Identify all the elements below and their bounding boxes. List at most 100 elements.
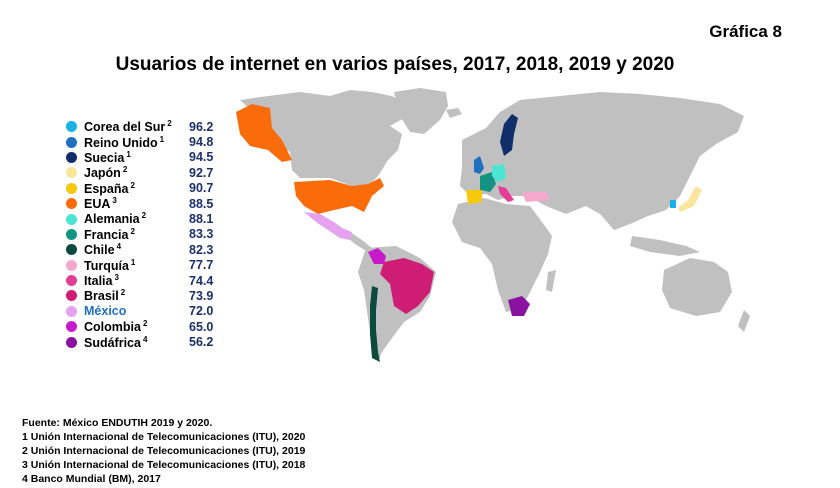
country-brazil — [380, 258, 434, 314]
source-note-line: 1 Unión Internacional de Telecomunicacio… — [22, 431, 306, 443]
country-chile — [370, 286, 380, 362]
legend-note-marker: 1 — [126, 149, 131, 159]
land-greenland — [394, 88, 448, 134]
legend-note-marker: 2 — [130, 180, 135, 190]
legend-note-marker: 2 — [142, 319, 148, 329]
base-land — [240, 88, 750, 362]
country-south-korea — [670, 200, 676, 208]
legend-row: Alemania 2 88.1 — [66, 211, 214, 227]
legend-value: 83.3 — [189, 227, 214, 242]
legend-note-marker: 4 — [142, 334, 148, 344]
highlighted-countries — [236, 104, 702, 362]
legend-note-marker: 2 — [120, 288, 126, 298]
country-france — [480, 172, 496, 192]
legend-swatch — [66, 167, 77, 179]
legend-value: 90.7 — [189, 181, 214, 196]
legend-country-name: España 2 — [84, 180, 135, 196]
legend-note-marker: 2 — [141, 211, 147, 221]
legend-note-marker: 1 — [130, 257, 136, 267]
country-alaska — [236, 104, 292, 162]
legend-country-name: EUA 3 — [84, 196, 117, 212]
legend-swatch — [66, 213, 77, 225]
source-note-line: Fuente: México ENDUTIH 2019 y 2020. — [22, 417, 213, 429]
legend-country-name: Alemania 2 — [84, 211, 147, 227]
legend-value: 94.8 — [189, 135, 214, 150]
land-africa — [452, 198, 552, 312]
land-central-america — [350, 232, 372, 252]
legend-swatch — [66, 244, 77, 256]
land-australia — [662, 258, 732, 316]
legend-note-marker: 3 — [112, 196, 117, 206]
country-turkey — [522, 192, 550, 202]
legend-row: Colombia 2 65.0 — [66, 319, 213, 334]
country-uk — [474, 156, 484, 174]
legend-row: Italia 3 74.4 — [66, 273, 213, 288]
country-italy — [498, 186, 514, 202]
country-sweden — [500, 114, 518, 156]
legend-swatch — [66, 182, 77, 194]
legend-note-marker: 3 — [114, 273, 119, 283]
country-mexico — [304, 212, 352, 240]
legend-row: Sudáfrica 4 56.2 — [66, 334, 214, 350]
legend-value: 94.5 — [189, 150, 214, 165]
legend-row: Reino Unido 1 94.8 — [66, 134, 214, 150]
legend-country-name: Brasil 2 — [84, 288, 126, 304]
legend-value: 72.0 — [189, 304, 214, 319]
source-note-line: 2 Unión Internacional de Telecomunicacio… — [22, 445, 306, 457]
legend-swatch — [66, 259, 77, 271]
source-note-line: 4 Banco Mundial (BM), 2017 — [22, 473, 161, 485]
land-canada — [240, 90, 408, 186]
legend-note-marker: 2 — [130, 226, 135, 236]
country-germany — [492, 164, 506, 182]
legend-row: Chile 4 82.3 — [66, 242, 213, 257]
legend-value: 74.4 — [189, 273, 214, 288]
legend-country-name: Chile 4 — [84, 242, 122, 258]
legend-value: 88.1 — [189, 212, 214, 227]
legend-row: Francia 2 83.3 — [66, 227, 213, 242]
legend-row: Brasil 2 73.9 — [66, 288, 214, 304]
legend-note-marker: 1 — [159, 134, 165, 144]
legend-country-name: Turquía 1 — [84, 257, 136, 273]
land-indonesia — [630, 236, 700, 256]
legend-country-name: Sudáfrica 4 — [84, 334, 148, 350]
map-legend: Corea del Sur 2 96.2 Reino Unido 1 94.8 Suecia… — [66, 119, 213, 350]
legend-swatch — [66, 305, 77, 317]
legend-country-name: Italia 3 — [84, 273, 119, 289]
legend-swatch — [66, 228, 77, 240]
legend-note-marker: 4 — [116, 242, 122, 252]
legend-swatch — [66, 121, 77, 133]
legend-row: Suecia 1 94.5 — [66, 150, 213, 165]
legend-value: 56.2 — [189, 335, 214, 350]
legend-row: EUA 3 88.5 — [66, 196, 213, 211]
land-madagascar — [546, 270, 556, 292]
legend-value: 65.0 — [189, 319, 214, 334]
legend-country-name: Reino Unido 1 — [84, 134, 165, 150]
legend-value: 73.9 — [189, 288, 214, 303]
legend-country-name: Japón 2 — [84, 165, 128, 181]
legend-country-name: México — [84, 304, 127, 319]
country-spain — [466, 190, 482, 204]
legend-row: México 72.0 — [66, 304, 213, 319]
legend-country-name: Colombia 2 — [84, 319, 148, 335]
chart-number-label: Gráfica 8 — [709, 22, 782, 41]
legend-country-name: Francia 2 — [84, 226, 135, 242]
legend-row: Japón 2 92.7 — [66, 165, 213, 180]
country-south-africa — [508, 296, 530, 316]
legend-value: 96.2 — [189, 119, 214, 134]
legend-swatch — [66, 198, 77, 210]
legend-swatch — [66, 151, 77, 163]
map-title: Usuarios de internet en varios países, 2… — [115, 54, 675, 75]
land-new-zealand — [738, 310, 750, 332]
legend-row: España 2 90.7 — [66, 181, 213, 196]
legend-swatch — [66, 275, 77, 287]
legend-country-name: Suecia 1 — [84, 149, 131, 166]
legend-swatch — [66, 290, 77, 302]
legend-note-marker: 2 — [167, 119, 172, 129]
legend-swatch — [66, 321, 77, 333]
source-notes: Fuente: México ENDUTIH 2019 y 2020. 1 Un… — [22, 416, 305, 486]
source-note-line: 3 Unión Internacional de Telecomunicacio… — [22, 459, 306, 471]
country-usa — [294, 178, 384, 214]
legend-row: Turquía 1 77.7 — [66, 258, 213, 273]
country-colombia — [368, 248, 386, 264]
